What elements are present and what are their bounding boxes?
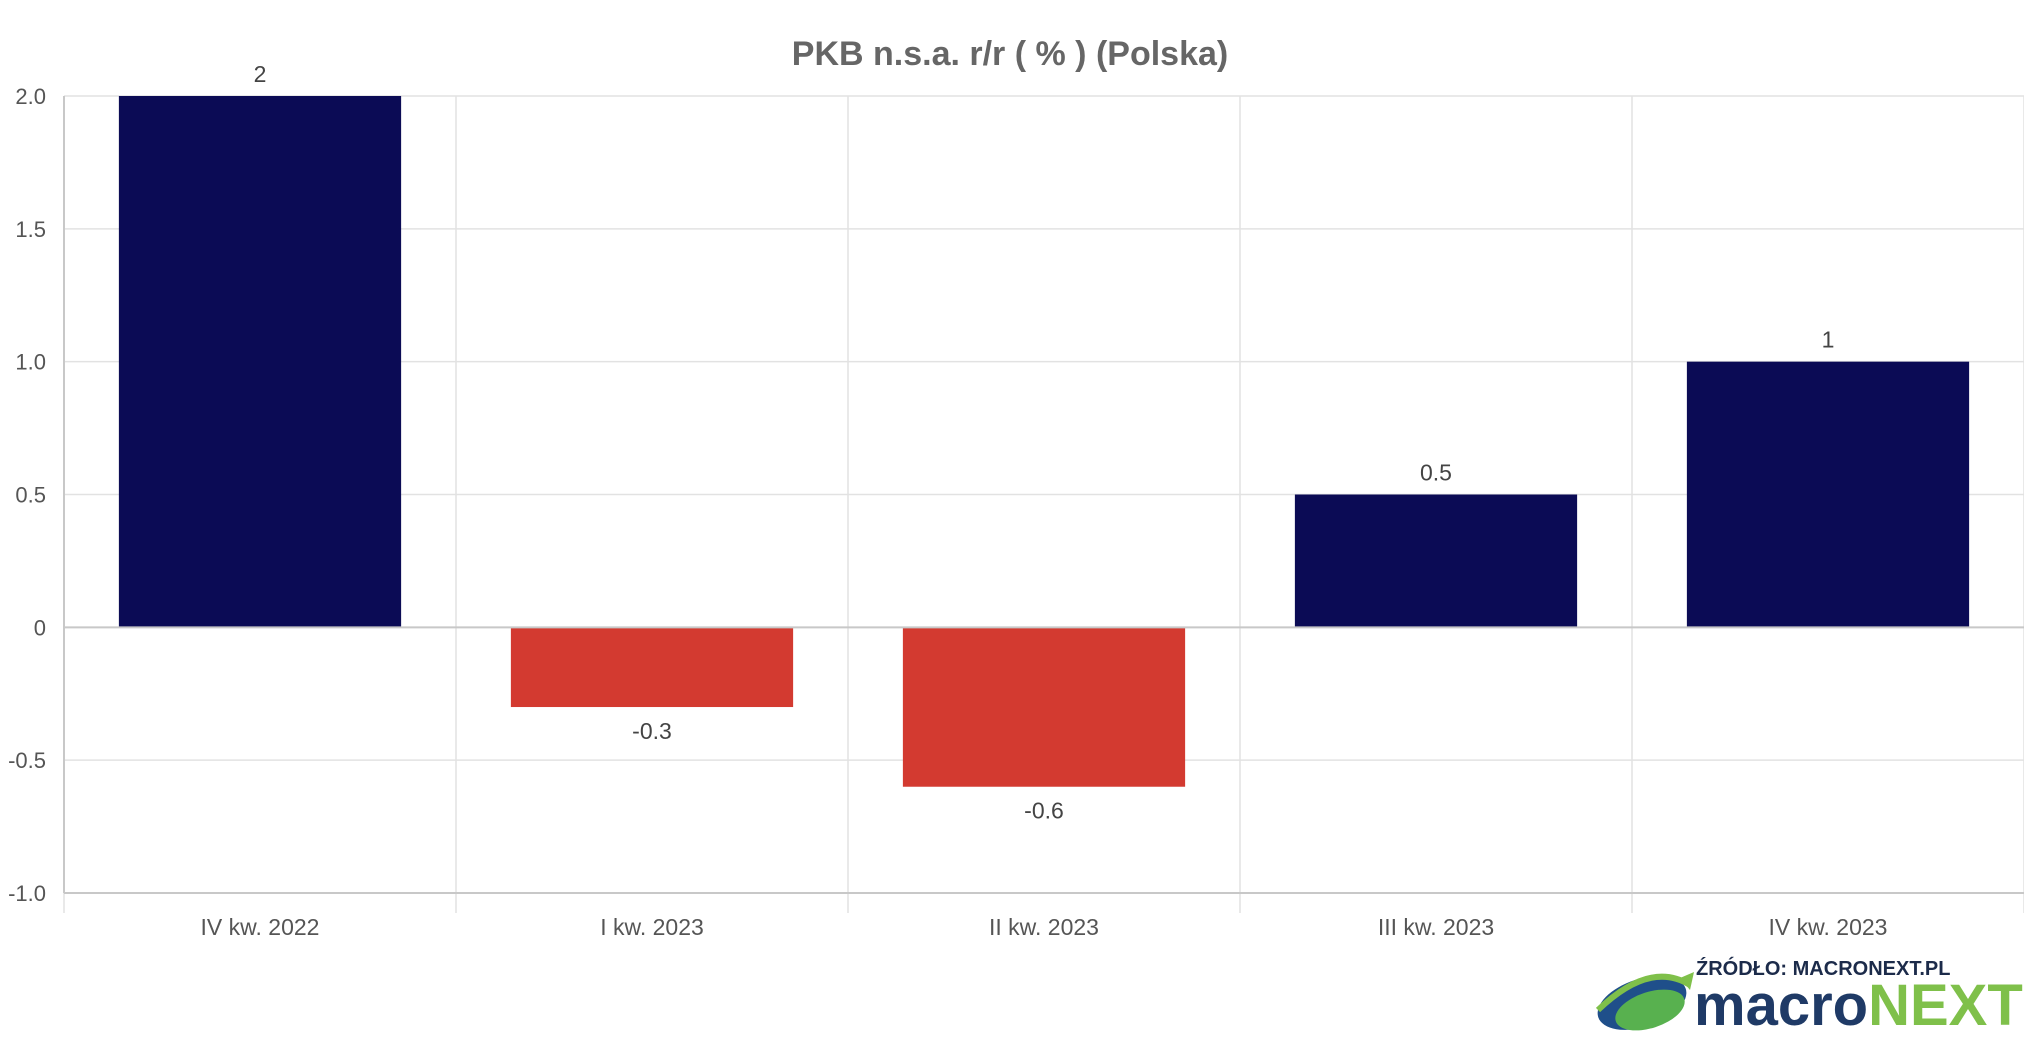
source-label: ŹRÓDŁO: MACRONEXT.PL xyxy=(1696,956,1950,980)
bar xyxy=(118,96,402,628)
y-tick-label: 1.0 xyxy=(15,350,46,375)
data-label: 2 xyxy=(254,61,267,87)
brand-macro-text: macro xyxy=(1694,973,1868,1038)
x-tick-label: III kw. 2023 xyxy=(1378,914,1494,940)
y-tick-label: -0.5 xyxy=(8,748,46,773)
axes xyxy=(63,96,2024,894)
data-label: -0.6 xyxy=(1024,798,1064,824)
brand-next-text: NEXT xyxy=(1868,973,2023,1038)
x-tick-label: IV kw. 2022 xyxy=(201,914,320,940)
bar xyxy=(1686,361,1970,628)
x-tick-label: II kw. 2023 xyxy=(989,914,1099,940)
x-tick-label: I kw. 2023 xyxy=(600,914,704,940)
macronext-logo: ŹRÓDŁO: MACRONEXT.PL macroNEXT xyxy=(1595,956,2023,1038)
data-label: -0.3 xyxy=(632,718,672,744)
y-tick-label: 2.0 xyxy=(15,84,46,109)
brand-wordmark: macroNEXT xyxy=(1694,973,2023,1038)
y-tick-label: 0 xyxy=(34,615,46,640)
chart-title: PKB n.s.a. r/r ( % ) (Polska) xyxy=(792,35,1228,73)
y-tick-label: 0.5 xyxy=(15,483,46,508)
data-label: 1 xyxy=(1822,327,1835,353)
bar xyxy=(902,627,1186,787)
bar xyxy=(1294,494,1578,628)
data-label: 0.5 xyxy=(1420,460,1452,486)
bars xyxy=(118,96,1970,787)
labels: 2.0 1.5 1.0 0.5 0 -0.5 -1.0 2 IV kw. 2022 -0.3 I k… xyxy=(8,61,1887,940)
bar xyxy=(510,627,794,708)
x-tick-label: IV kw. 2023 xyxy=(1769,914,1888,940)
y-tick-label: -1.0 xyxy=(8,881,46,906)
globe-icon xyxy=(1595,972,1694,1031)
y-tick-label: 1.5 xyxy=(15,217,46,242)
